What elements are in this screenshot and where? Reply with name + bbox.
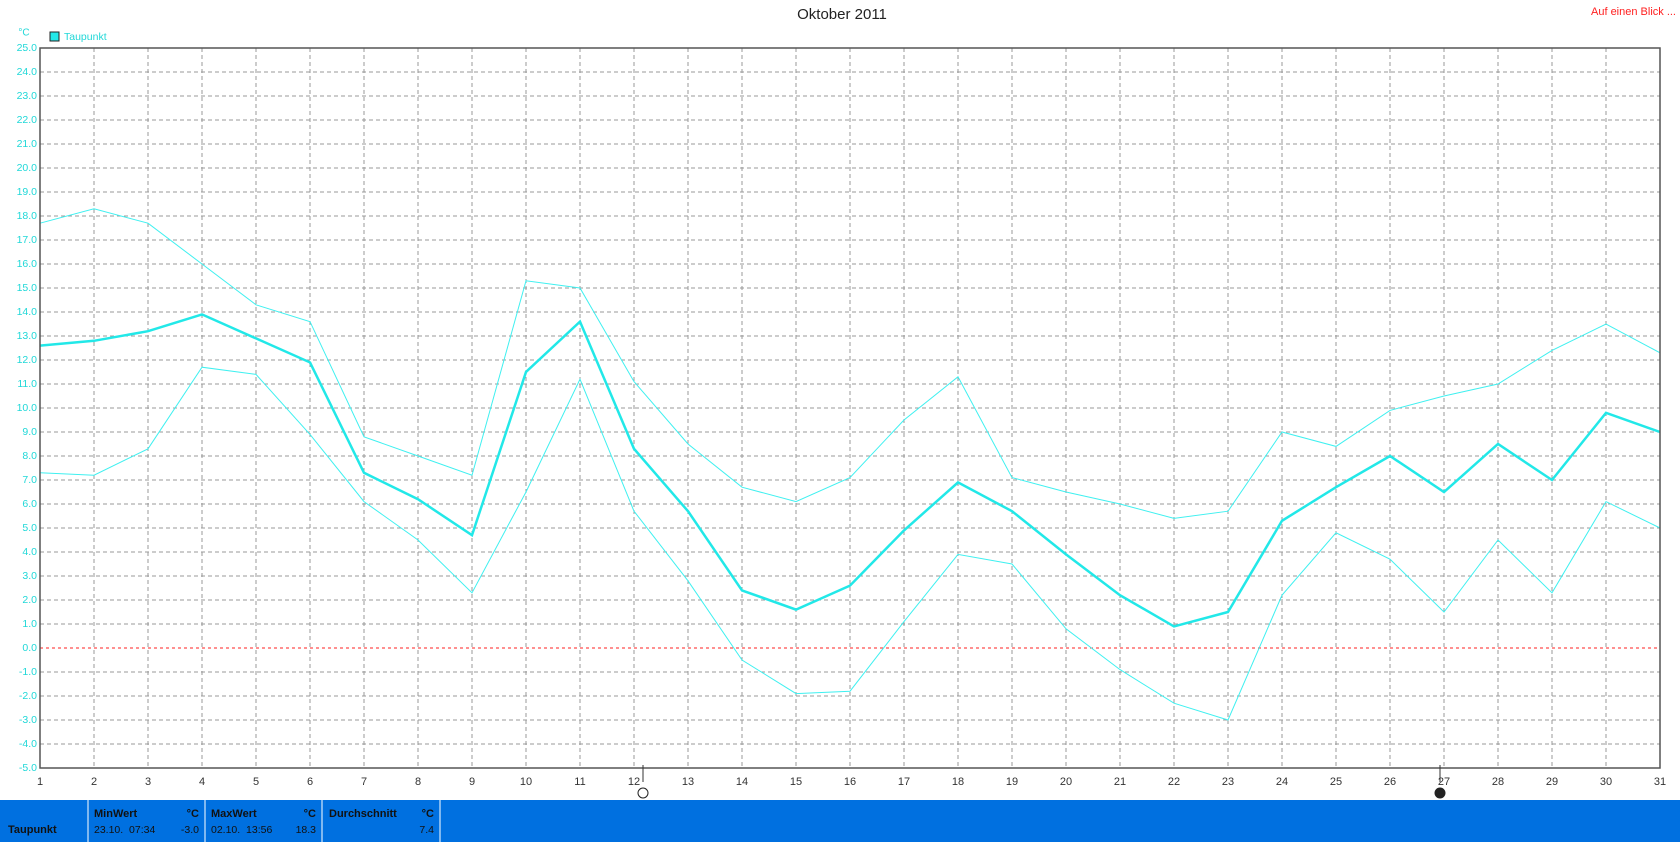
x-tick-label: 17 xyxy=(898,776,910,788)
x-tick-label: 8 xyxy=(415,776,421,788)
y-tick-label: 5.0 xyxy=(22,522,37,534)
cell-when: 02.10. 13:56 xyxy=(211,824,272,836)
x-tick-label: 19 xyxy=(1006,776,1018,788)
x-tick-label: 31 xyxy=(1654,776,1666,788)
y-tick-label: 13.0 xyxy=(17,330,38,342)
x-tick-label: 2 xyxy=(91,776,97,788)
moon-icon xyxy=(637,787,649,799)
y-tick-label: 21.0 xyxy=(17,138,38,150)
series-line xyxy=(39,313,1661,628)
x-tick-label: 18 xyxy=(952,776,964,788)
x-tick-label: 30 xyxy=(1600,776,1612,788)
x-tick-label: 27 xyxy=(1438,776,1450,788)
moon-icon xyxy=(1434,787,1446,799)
x-tick-label: 14 xyxy=(736,776,748,788)
x-tick-label: 24 xyxy=(1276,776,1288,788)
legend-swatch xyxy=(49,31,60,42)
cell-title: MinWert xyxy=(94,808,138,820)
y-tick-label: 10.0 xyxy=(17,402,38,414)
cell-value: 7.4 xyxy=(419,824,434,836)
x-tick-label: 29 xyxy=(1546,776,1558,788)
cell-title: MaxWert xyxy=(211,808,257,820)
x-tick-label: 3 xyxy=(145,776,151,788)
x-tick-label: 15 xyxy=(790,776,802,788)
series-line xyxy=(39,366,1661,721)
x-tick-label: 25 xyxy=(1330,776,1342,788)
y-tick-label: 19.0 xyxy=(17,186,38,198)
legend-label: Taupunkt xyxy=(64,31,107,43)
y-tick-label: -1.0 xyxy=(19,666,37,678)
x-tick-label: 21 xyxy=(1114,776,1126,788)
y-tick-label: 18.0 xyxy=(17,210,38,222)
cell-when: 23.10. 07:34 xyxy=(94,824,155,836)
chart-title: Oktober 2011 xyxy=(797,6,887,23)
x-tick-label: 10 xyxy=(520,776,532,788)
y-tick-label: 16.0 xyxy=(17,258,38,270)
x-tick-label: 28 xyxy=(1492,776,1504,788)
y-tick-label: 20.0 xyxy=(17,162,38,174)
x-tick-label: 6 xyxy=(307,776,313,788)
y-tick-label: 3.0 xyxy=(22,570,37,582)
plot-frame xyxy=(39,47,1661,769)
x-tick-label: 22 xyxy=(1168,776,1180,788)
cell-value: -3.0 xyxy=(181,824,199,836)
footer-bar xyxy=(0,800,1680,842)
grid xyxy=(39,47,1661,769)
x-tick-label: 4 xyxy=(199,776,205,788)
x-tick-label: 11 xyxy=(574,776,585,788)
cell-unit: °C xyxy=(304,808,316,820)
y-tick-label: 2.0 xyxy=(22,594,37,606)
y-tick-label: 0.0 xyxy=(22,642,37,654)
cell-unit: °C xyxy=(422,808,434,820)
y-tick-label: -4.0 xyxy=(19,738,37,750)
x-tick-label: 1 xyxy=(37,776,43,788)
series-line xyxy=(39,208,1661,519)
x-tick-label: 7 xyxy=(361,776,367,788)
x-tick-label: 20 xyxy=(1060,776,1072,788)
cell-unit: °C xyxy=(187,808,199,820)
y-tick-label: 25.0 xyxy=(17,42,38,54)
x-tick-label: 12 xyxy=(628,776,640,788)
y-tick-label: -2.0 xyxy=(19,690,37,702)
cell-value: 18.3 xyxy=(296,824,317,836)
y-tick-label: -3.0 xyxy=(19,714,37,726)
x-tick-label: 16 xyxy=(844,776,856,788)
y-tick-label: 14.0 xyxy=(17,306,38,318)
y-tick-label: 7.0 xyxy=(22,474,37,486)
y-tick-label: 24.0 xyxy=(17,66,38,78)
footer-row-label: Taupunkt xyxy=(8,824,57,836)
footer: Taupunkt MinWert °C 23.10. 07:34 -3.0 MaxWert… xyxy=(8,800,441,842)
cell-title: Durchschnitt xyxy=(329,808,397,820)
y-unit: °C xyxy=(18,28,29,39)
corner-link[interactable]: Auf einen Blick ... xyxy=(1591,6,1676,18)
y-tick-label: 9.0 xyxy=(22,426,37,438)
y-tick-label: 8.0 xyxy=(22,450,37,462)
x-tick-label: 23 xyxy=(1222,776,1234,788)
y-tick-label: 12.0 xyxy=(17,354,38,366)
y-tick-label: 22.0 xyxy=(17,114,38,126)
y-tick-label: 11.0 xyxy=(17,378,37,390)
x-tick-label: 9 xyxy=(469,776,475,788)
y-tick-label: -5.0 xyxy=(19,762,37,774)
x-tick-label: 26 xyxy=(1384,776,1396,788)
lines xyxy=(39,208,1661,721)
y-tick-label: 1.0 xyxy=(22,618,37,630)
y-tick-label: 15.0 xyxy=(17,282,38,294)
y-tick-label: 23.0 xyxy=(17,90,38,102)
y-tick-label: 17.0 xyxy=(17,234,38,246)
x-tick-label: 13 xyxy=(682,776,694,788)
x-tick-label: 5 xyxy=(253,776,259,788)
y-tick-label: 4.0 xyxy=(22,546,37,558)
y-tick-label: 6.0 xyxy=(22,498,37,510)
